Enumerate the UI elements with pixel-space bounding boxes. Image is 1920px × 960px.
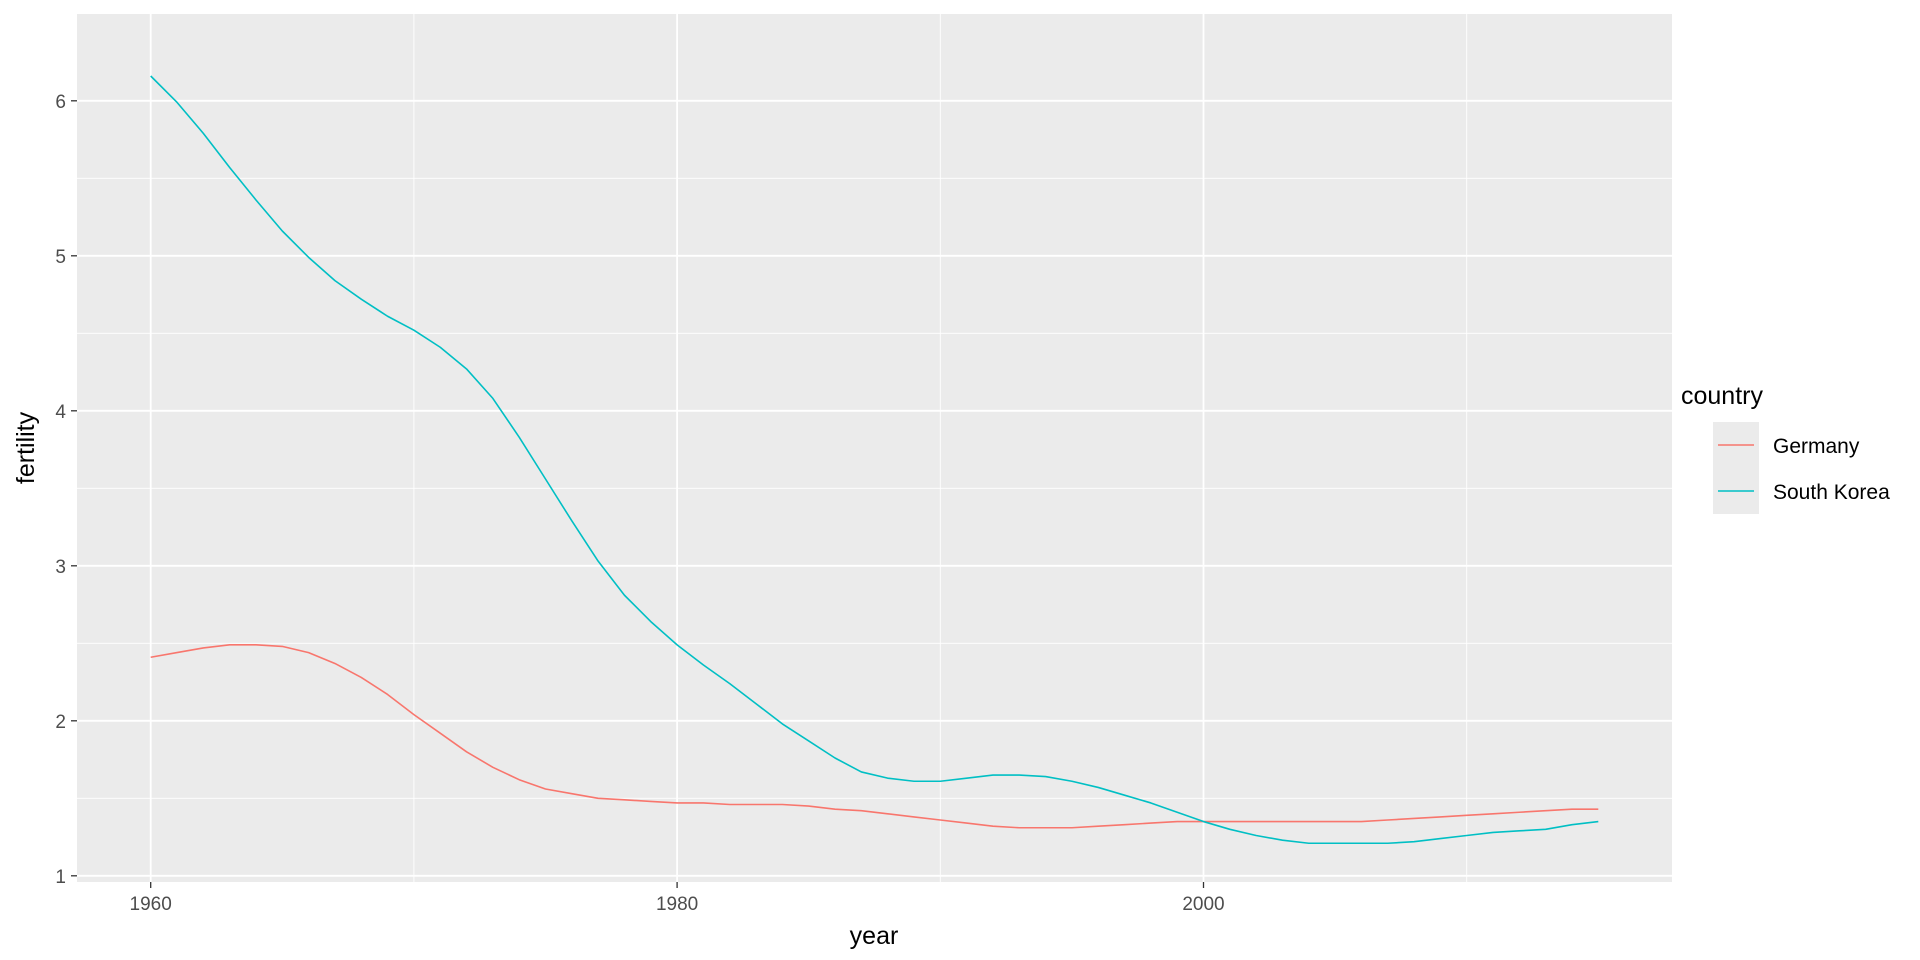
y-axis: 1 2 3 4 5 6: [55, 92, 77, 888]
legend-title: country: [1681, 382, 1763, 410]
y-tick-label: 1: [55, 867, 66, 888]
y-tick-label: 5: [55, 247, 66, 268]
grid-minor: [77, 14, 1672, 882]
grid-major: [77, 14, 1672, 882]
series-line-south-korea: [150, 75, 1599, 845]
y-tick-label: 4: [55, 402, 66, 423]
legend: country Germany South Korea: [1681, 382, 1890, 514]
legend-label: Germany: [1773, 435, 1860, 458]
series-lines: [150, 75, 1599, 845]
legend-label: South Korea: [1773, 481, 1890, 504]
y-axis-title: fertility: [12, 411, 40, 484]
series-line-germany: [150, 644, 1599, 829]
y-tick-label: 6: [55, 92, 66, 113]
x-tick-label: 1960: [130, 894, 172, 915]
x-tick-label: 2000: [1182, 894, 1224, 915]
x-axis: 1960 1980 2000: [130, 882, 1225, 915]
x-tick-label: 1980: [656, 894, 698, 915]
y-tick-label: 2: [55, 712, 66, 733]
x-axis-title: year: [850, 922, 899, 950]
y-tick-label: 3: [55, 557, 66, 578]
plot-panel: [77, 14, 1672, 882]
